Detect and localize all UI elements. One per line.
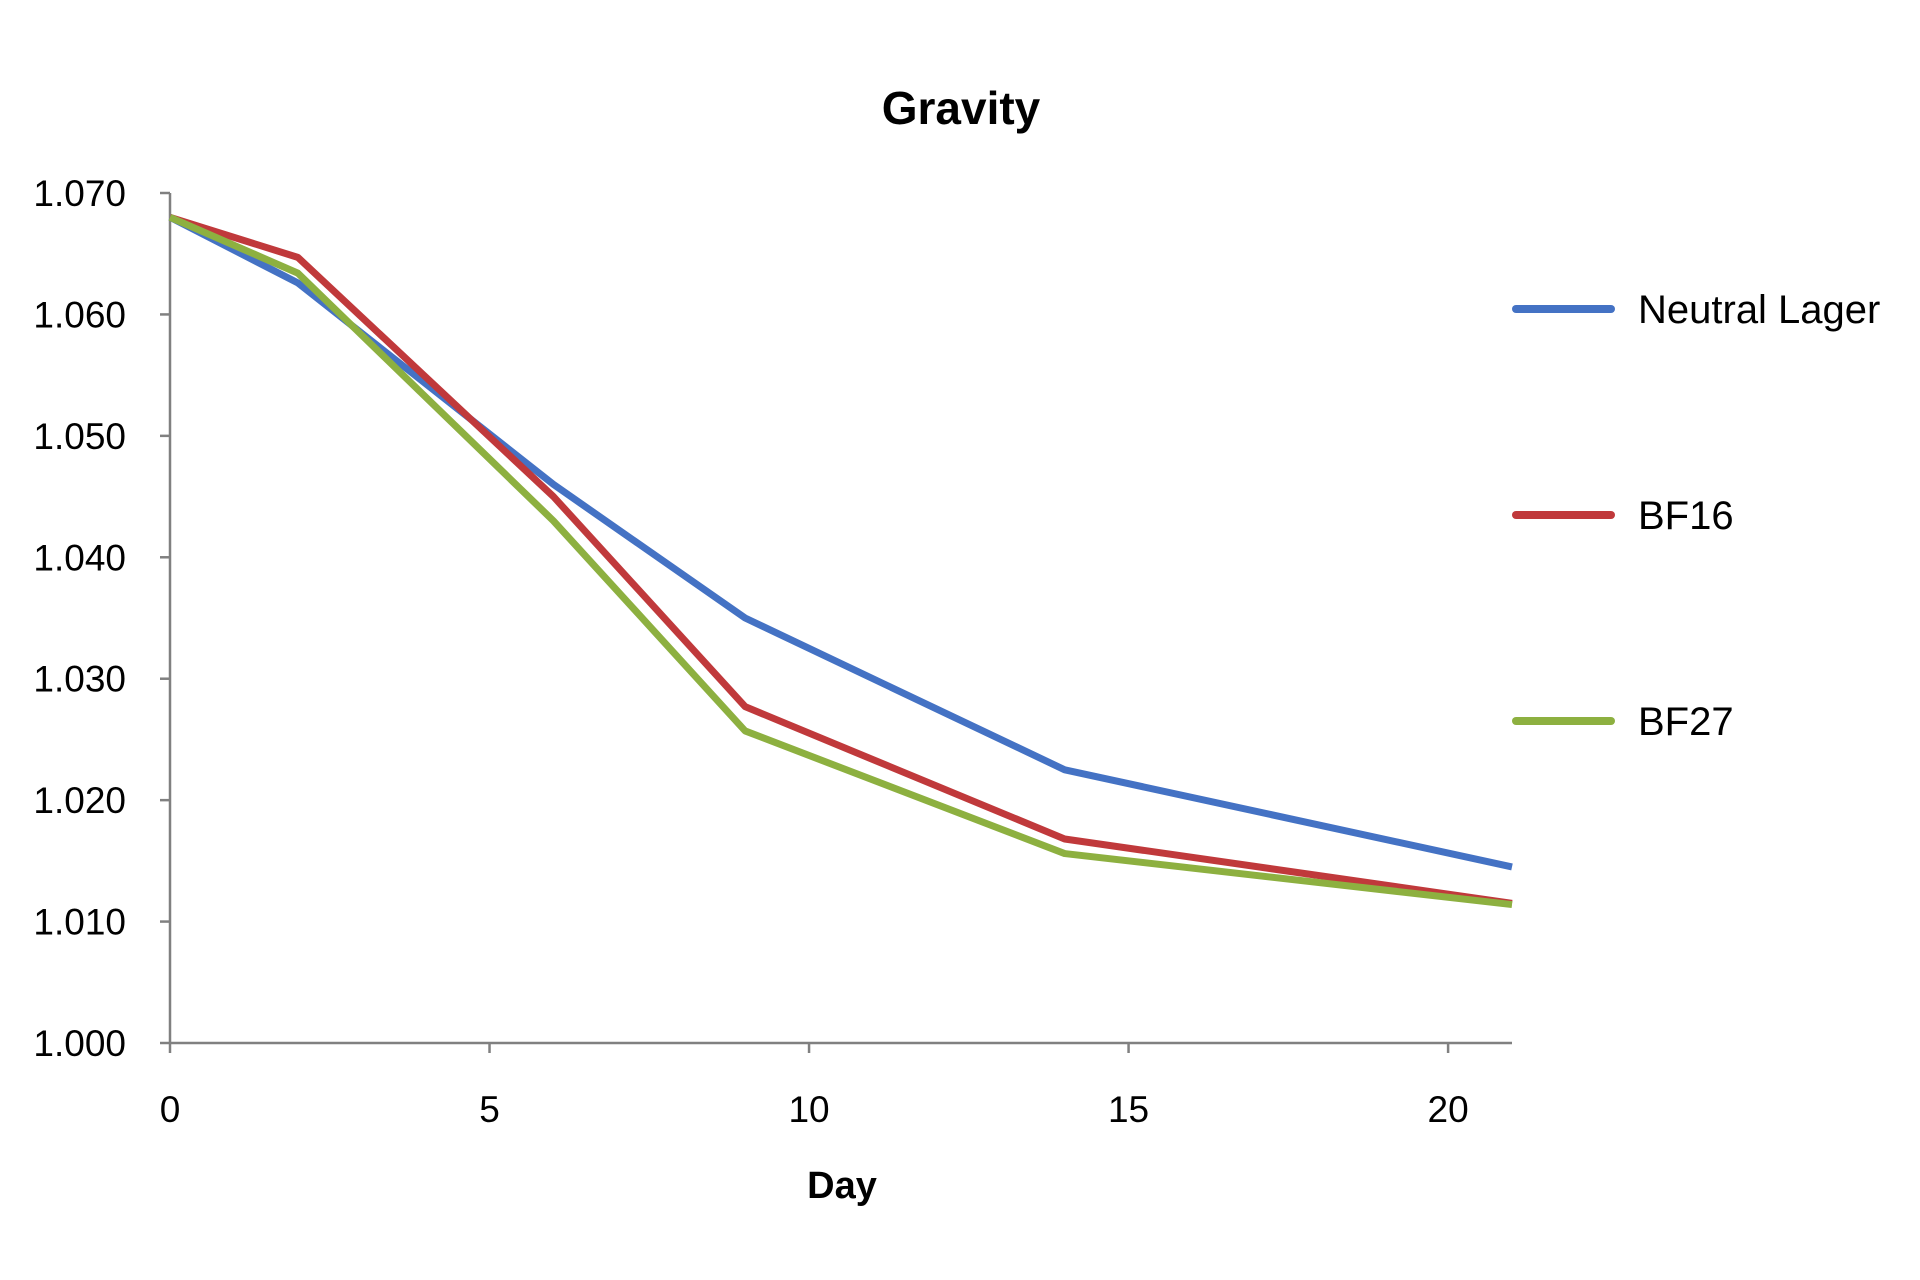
plot-area <box>168 213 1513 909</box>
x-tick-label: 5 <box>479 1089 500 1130</box>
series-line-bf27 <box>168 214 1513 909</box>
x-axis-label: Day <box>807 1165 877 1207</box>
y-tick-label: 1.030 <box>33 659 126 700</box>
x-tick-label: 20 <box>1428 1089 1469 1130</box>
y-tick-label: 1.070 <box>33 173 126 214</box>
legend-label: BF27 <box>1638 700 1734 744</box>
y-tick-label: 1.000 <box>33 1023 126 1064</box>
y-tick-label: 1.010 <box>33 902 126 943</box>
y-tick-label: 1.040 <box>33 537 126 578</box>
legend-label: Neutral Lager <box>1638 288 1880 332</box>
legend: Neutral Lager BF16 BF27 <box>1512 288 1880 744</box>
y-tick-label: 1.020 <box>33 780 126 821</box>
x-axis: 0 5 10 15 20 <box>160 1041 1512 1130</box>
y-axis: 1.000 1.010 1.020 1.030 1.040 1.050 1.060 1.070 <box>33 173 172 1064</box>
series-line-bf16 <box>168 213 1513 907</box>
chart-title: Gravity <box>882 82 1041 134</box>
x-tick-label: 15 <box>1108 1089 1149 1130</box>
x-tick-label: 0 <box>160 1089 181 1130</box>
series-line-neutral-lager <box>168 214 1513 871</box>
y-tick-label: 1.050 <box>33 416 126 457</box>
x-tick-label: 10 <box>788 1089 829 1130</box>
legend-label: BF16 <box>1638 494 1734 538</box>
y-tick-label: 1.060 <box>33 294 126 335</box>
